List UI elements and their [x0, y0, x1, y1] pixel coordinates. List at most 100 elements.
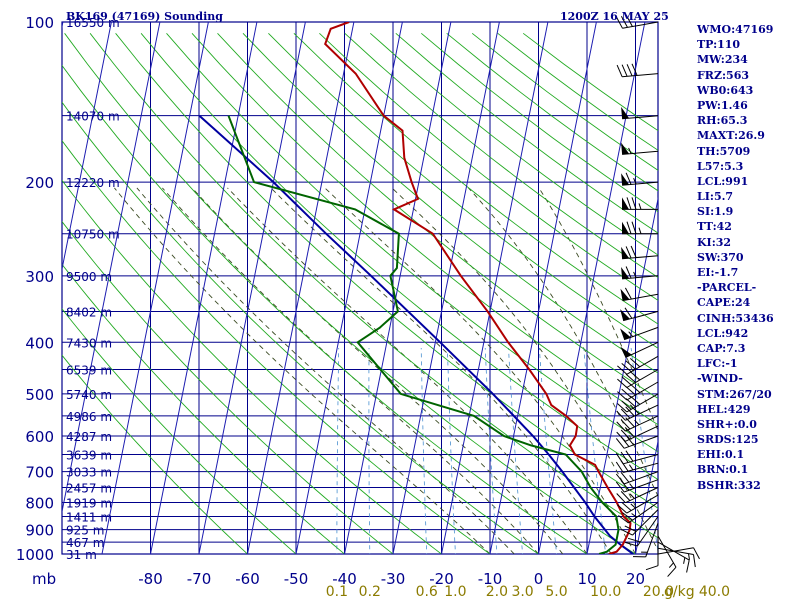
- index-item: FRZ:563: [697, 68, 800, 83]
- index-item: MAXT:26.9: [697, 128, 800, 143]
- temperature-tick-label: -70: [187, 570, 212, 588]
- index-item: EHI:0.1: [697, 447, 800, 462]
- wind-barb-flag: [621, 247, 629, 259]
- index-item: L57:5.3: [697, 159, 800, 174]
- wind-barb: [618, 502, 658, 523]
- index-item: WMO:47169: [697, 22, 800, 37]
- chart-title: BK169 (47169) Sounding: [66, 10, 223, 23]
- height-tick-label: 4986 m: [66, 410, 112, 424]
- isotherm-line: [0, 10, 65, 565]
- moist-adiabats: [114, 188, 708, 554]
- dry-adiabat-line: [0, 33, 358, 565]
- wind-barb-half-feather: [639, 203, 641, 209]
- moist-adiabat-line: [162, 188, 538, 554]
- height-tick-label: 8402 m: [66, 305, 112, 319]
- pressure-tick-label: 900: [25, 522, 54, 540]
- moist-adiabat-line: [137, 188, 514, 554]
- wind-barb: [658, 536, 676, 577]
- mixing-ratio-line: [485, 348, 498, 565]
- wind-barb-feather: [694, 555, 696, 568]
- index-item: CAPE:24: [697, 295, 800, 310]
- height-tick-label: 3033 m: [66, 466, 112, 480]
- mixing-ratio-tick-label: 5.0: [545, 584, 567, 600]
- isotherm-line: [197, 10, 308, 565]
- mixing-ratio-line: [447, 348, 456, 565]
- pressure-tick-label: 200: [25, 174, 54, 192]
- wind-barb-feather: [694, 548, 700, 559]
- index-item: CAP:7.3: [697, 341, 800, 356]
- height-tick-label: 9500 m: [66, 270, 112, 284]
- wind-barb: [620, 327, 658, 339]
- pressure-tick-label: 1000: [16, 546, 54, 564]
- wind-barb-half-feather: [629, 465, 633, 470]
- wind-barb-flag: [621, 267, 629, 279]
- height-tick-label: 12220 m: [66, 176, 120, 190]
- wind-barb: [620, 308, 658, 321]
- mixing-ratio-line: [337, 348, 339, 565]
- index-item: SRDS:125: [697, 432, 800, 447]
- temperature-tick-label: -60: [235, 570, 260, 588]
- wind-barb-staff: [622, 74, 658, 77]
- index-item: PW:1.46: [697, 98, 800, 113]
- height-tick-label: 6539 m: [66, 364, 112, 378]
- wind-barb: [633, 523, 658, 557]
- index-item: -WIND-: [697, 371, 800, 386]
- pressure-tick-label: 100: [25, 14, 54, 32]
- index-item: TT:42: [697, 219, 800, 234]
- index-item: SW:370: [697, 250, 800, 265]
- temperature-tick-label: -80: [138, 570, 163, 588]
- wind-barb: [616, 435, 658, 448]
- index-item: HEL:429: [697, 402, 800, 417]
- mixing-ratio-unit-label: g/kg: [664, 584, 695, 600]
- index-item: LFC:-1: [697, 356, 800, 371]
- pressure-tick-label: 500: [25, 386, 54, 404]
- index-item: -PARCEL-: [697, 280, 800, 295]
- height-tick-label: 1919 m: [66, 496, 112, 510]
- wind-barb-flag: [620, 309, 630, 321]
- height-tick-label: 5740 m: [66, 388, 112, 402]
- wind-barb-flag: [621, 143, 629, 155]
- wind-barb-feather: [617, 65, 622, 77]
- dewpoint-trace: [229, 116, 619, 554]
- pressure-tick-label: 800: [25, 494, 54, 512]
- temperature-tick-label: -50: [284, 570, 309, 588]
- index-item: BSHR:332: [697, 478, 800, 493]
- index-item: LI:5.7: [697, 189, 800, 204]
- height-tick-label: 31 m: [66, 548, 97, 562]
- wind-barb: [617, 64, 658, 77]
- isotherm-line: [0, 10, 17, 565]
- wind-barb: [621, 173, 658, 185]
- isotherm-line: [100, 10, 211, 565]
- mixing-ratio-lines: [337, 348, 717, 565]
- mixing-ratio-line: [369, 348, 370, 565]
- pressure-unit-label: mb: [32, 570, 56, 588]
- index-item: TH:5709: [697, 144, 800, 159]
- wind-barb-half-feather: [684, 558, 685, 564]
- wind-barb: [658, 548, 695, 567]
- index-item: EI:-1.7: [697, 265, 800, 280]
- index-item: KI:32: [697, 235, 800, 250]
- mixing-ratio-tick-label: 2.0: [486, 584, 508, 600]
- isotherm-line: [342, 10, 453, 565]
- pressure-tick-label: 700: [25, 464, 54, 482]
- mixing-ratio-line: [421, 348, 427, 565]
- height-tick-label: 3639 m: [66, 449, 112, 463]
- mixing-ratio-tick-label: 0.6: [416, 584, 438, 600]
- index-item: TP:110: [697, 37, 800, 52]
- wind-barb-half-feather: [639, 228, 641, 234]
- height-tick-label: 1411 m: [66, 511, 112, 525]
- wind-barb-feather: [622, 65, 627, 77]
- pressure-tick-label: 600: [25, 428, 54, 446]
- temperature-tick-label: -30: [381, 570, 406, 588]
- profiles: [199, 22, 633, 554]
- mixing-ratio-tick-label: 3.0: [511, 584, 533, 600]
- wind-barb-feather: [668, 567, 676, 576]
- isotherms: [0, 10, 800, 565]
- wind-barb-flag: [621, 289, 630, 301]
- mixing-ratio-tick-label: 0.2: [359, 584, 381, 600]
- mixing-ratio-tick-label: 0.1: [326, 584, 348, 600]
- height-tick-label: 4287 m: [66, 430, 112, 444]
